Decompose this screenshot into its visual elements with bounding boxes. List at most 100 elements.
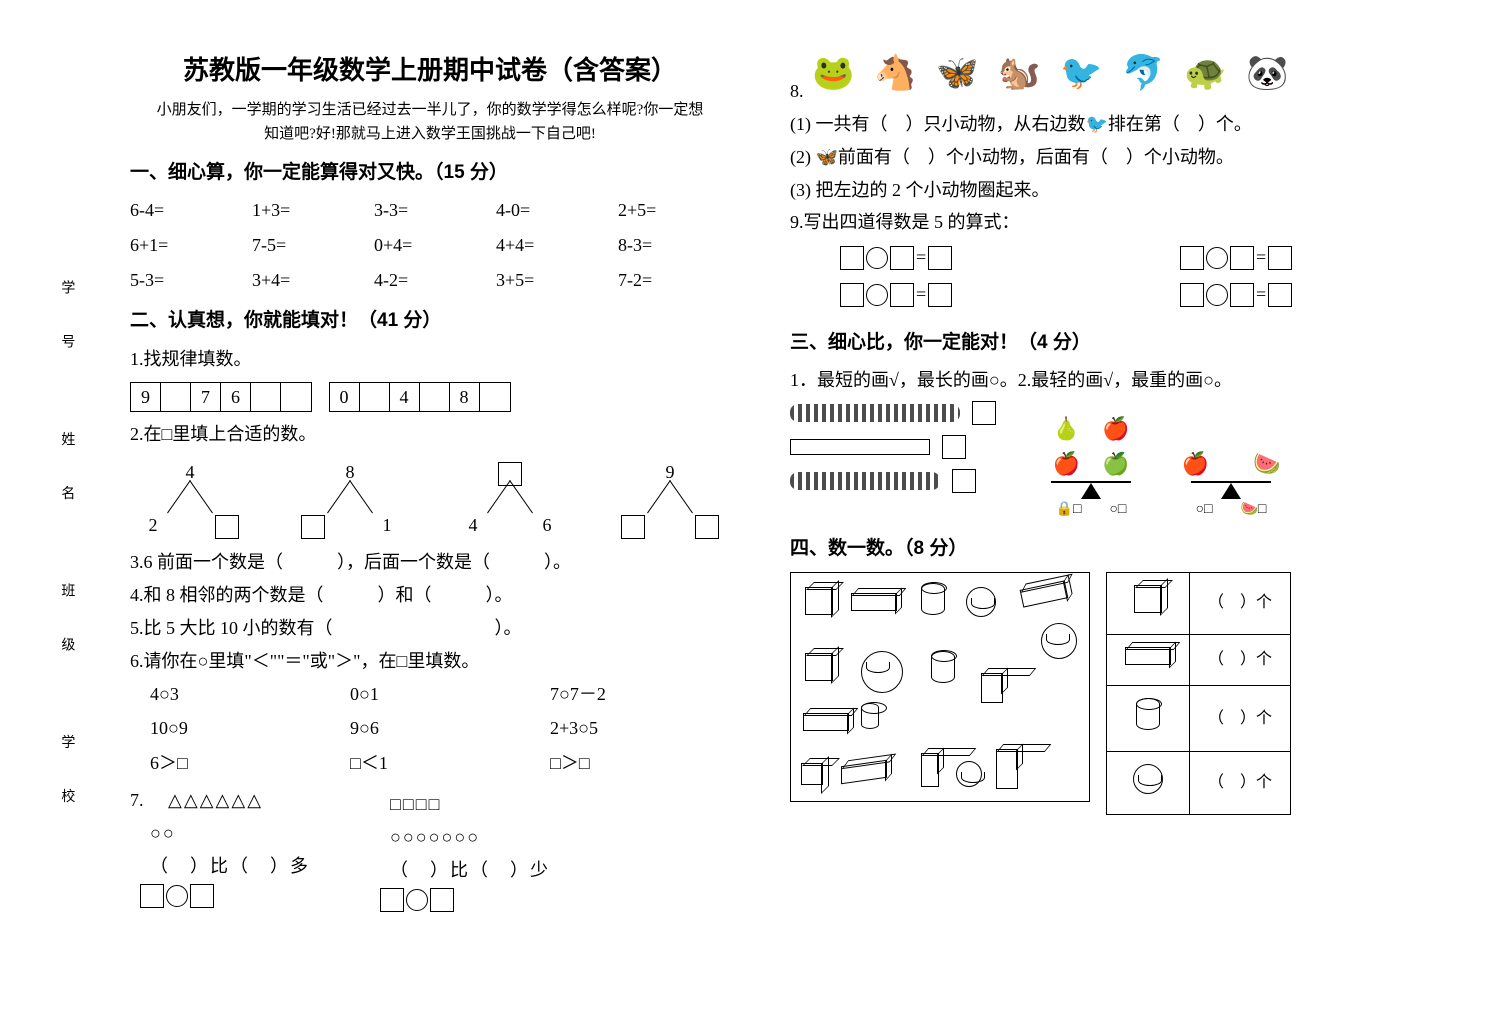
count-cell: （ ）个 bbox=[1190, 686, 1291, 752]
pencil-item bbox=[790, 435, 996, 459]
circles: ○○ bbox=[150, 819, 310, 848]
animal-icon: 🐬 bbox=[1120, 50, 1168, 98]
arith-item: 8-3= bbox=[618, 231, 730, 260]
cuboid-icon bbox=[803, 713, 849, 731]
blank-box bbox=[621, 515, 645, 539]
blank-box bbox=[695, 515, 719, 539]
count-cell: （ ）个 bbox=[1190, 751, 1291, 815]
cuboid-icon bbox=[1125, 647, 1171, 665]
arith-item: 0+4= bbox=[374, 231, 486, 260]
weight-compare: 🍐 🍎 🍎 🍏 🔒□ ○□ 🍎 🍉 ○□ 🍉□ bbox=[1036, 401, 1286, 522]
shape-equation: = bbox=[840, 243, 952, 272]
shape-equation: = bbox=[1180, 280, 1292, 309]
count-area: （ ）个 （ ）个 （ ）个 （ ）个 bbox=[790, 572, 1390, 815]
s3-text: 1．最短的画√，最长的画○。2.最轻的画√，最重的画○。 bbox=[790, 366, 1390, 395]
section4-heading: 四、数一数。（8 分） bbox=[790, 534, 1390, 564]
triangles: △△△△△△ bbox=[168, 790, 263, 810]
cube-icon bbox=[805, 587, 833, 615]
q2-label: 2.在□里填上合适的数。 bbox=[130, 420, 730, 449]
cube-icon bbox=[805, 653, 833, 681]
shape-equation: = bbox=[840, 280, 952, 309]
shapes-box bbox=[790, 572, 1090, 802]
cmp-item: 10○9 bbox=[150, 714, 330, 743]
compare-grid: 4○3 0○1 7○7－2 10○9 9○6 2+3○5 6＞□ □＜1 □＞□ bbox=[150, 680, 730, 778]
num-sequence: 9 7 6 bbox=[130, 382, 312, 412]
compare-figures: 🍐 🍎 🍎 🍏 🔒□ ○□ 🍎 🍉 ○□ 🍉□ bbox=[790, 401, 1390, 522]
q3: 3.6 前面一个数是（ ），后面一个数是（ ）。 bbox=[130, 548, 730, 577]
arith-item: 4-0= bbox=[496, 196, 608, 225]
arith-item: 5-3= bbox=[130, 266, 242, 295]
number-split: 4 2 bbox=[140, 458, 240, 538]
sphere-icon bbox=[1041, 623, 1077, 659]
q6-label: 6.请你在○里填"＜""＝"或"＞"，在□里填数。 bbox=[130, 647, 730, 676]
cylinder-icon bbox=[921, 583, 945, 615]
cuboid-icon bbox=[1020, 580, 1069, 607]
q8-3: (3) 把左边的 2 个小动物圈起来。 bbox=[790, 176, 1390, 205]
cuboid-icon bbox=[996, 749, 1018, 789]
cmp-item: 2+3○5 bbox=[550, 714, 730, 743]
cube-icon bbox=[1134, 585, 1162, 613]
cmp-item: □＜1 bbox=[350, 749, 530, 778]
animal-icon: 🦋 bbox=[934, 50, 982, 98]
animal-icon: 🐸 bbox=[810, 50, 858, 98]
arith-item: 3-3= bbox=[374, 196, 486, 225]
intro: 小朋友们，一学期的学习生活已经过去一半儿了，你的数学学得怎么样呢?你一定想知道吧… bbox=[150, 98, 710, 146]
arith-item: 6-4= bbox=[130, 196, 242, 225]
split-row: 4 2 8 1 4 6 9 bbox=[130, 458, 730, 538]
cmp-item: 4○3 bbox=[150, 680, 330, 709]
animal-icon: 🐴 bbox=[872, 50, 920, 98]
balance-scale: 🍐 🍎 🍎 🍏 🔒□ ○□ bbox=[1036, 411, 1146, 522]
q7-left-text: （ ）比（ ）多 bbox=[150, 852, 310, 881]
shape-equation: = bbox=[1180, 243, 1292, 272]
section1-heading: 一、细心算，你一定能算得对又快。（15 分） bbox=[130, 158, 730, 188]
number-split: 9 bbox=[620, 458, 720, 538]
q5: 5.比 5 大比 10 小的数有（ ）。 bbox=[130, 614, 730, 643]
cmp-item: 6＞□ bbox=[150, 749, 330, 778]
length-compare bbox=[790, 401, 996, 522]
title: 苏教版一年级数学上册期中试卷（含答案） bbox=[130, 50, 730, 92]
cuboid-icon bbox=[851, 593, 897, 611]
count-table: （ ）个 （ ）个 （ ）个 （ ）个 bbox=[1106, 572, 1291, 815]
animal-row: 🐸 🐴 🦋 🐿️ 🐦 🐬 🐢 🐼 bbox=[810, 50, 1292, 98]
shape-equation bbox=[140, 884, 214, 908]
number-split: 4 6 bbox=[460, 458, 560, 538]
arith-item: 6+1= bbox=[130, 231, 242, 260]
circles: ○○○○○○○ bbox=[390, 823, 550, 852]
animal-icon: 🐼 bbox=[1244, 50, 1292, 98]
q7: 7. △△△△△△ ○○ （ ）比（ ）多 □□□□ ○○○○○○○ （ ）比（… bbox=[130, 786, 730, 921]
count-cell: （ ）个 bbox=[1190, 634, 1291, 686]
q7-num: 7. bbox=[130, 790, 144, 810]
section2-heading: 二、认真想，你就能填对！（41 分） bbox=[130, 306, 730, 336]
cube-icon bbox=[801, 763, 823, 785]
q7-right-text: （ ）比（ ）少 bbox=[390, 856, 550, 885]
count-cell: （ ）个 bbox=[1190, 572, 1291, 634]
sphere-icon bbox=[1133, 764, 1163, 794]
cmp-item: 9○6 bbox=[350, 714, 530, 743]
cuboid-icon bbox=[841, 760, 887, 784]
q1-rows: 9 7 6 0 4 8 bbox=[130, 378, 730, 416]
num-sequence: 0 4 8 bbox=[329, 382, 511, 412]
sphere-icon bbox=[956, 761, 982, 787]
shape-equation bbox=[380, 888, 454, 912]
squares: □□□□ bbox=[390, 790, 550, 819]
q8-2: (2) 🦋前面有（ ）个小动物，后面有（ ）个小动物。 bbox=[790, 143, 1390, 172]
arith-grid: 6-4= 1+3= 3-3= 4-0= 2+5= 6+1= 7-5= 0+4= … bbox=[130, 196, 730, 294]
cylinder-icon bbox=[1136, 698, 1160, 730]
cylinder-icon bbox=[931, 651, 955, 683]
binding-labels: 学号 姓名 班级 学校 bbox=[55, 280, 77, 843]
arith-item: 4+4= bbox=[496, 231, 608, 260]
page: 苏教版一年级数学上册期中试卷（含答案） 小朋友们，一学期的学习生活已经过去一半儿… bbox=[0, 0, 1489, 971]
section3-heading: 三、细心比，你一定能对！（4 分） bbox=[790, 328, 1390, 358]
arith-item: 7-5= bbox=[252, 231, 364, 260]
cylinder-icon bbox=[861, 703, 879, 729]
rope-item bbox=[790, 401, 996, 425]
arith-item: 4-2= bbox=[374, 266, 486, 295]
number-split: 8 1 bbox=[300, 458, 400, 538]
arith-item: 2+5= bbox=[618, 196, 730, 225]
cuboid-icon bbox=[921, 753, 939, 787]
blank-box bbox=[301, 515, 325, 539]
q1-label: 1.找规律填数。 bbox=[130, 345, 730, 374]
q9-label: 9.写出四道得数是 5 的算式： bbox=[790, 208, 1390, 237]
q9-equations: = = = = bbox=[830, 241, 1390, 315]
sphere-icon bbox=[966, 587, 996, 617]
